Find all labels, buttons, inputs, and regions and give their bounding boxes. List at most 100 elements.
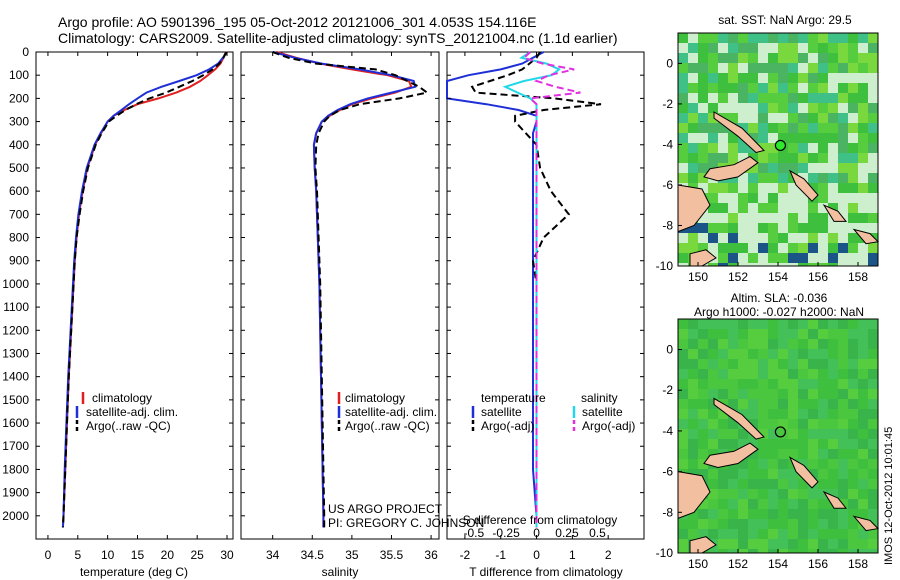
map-cell [788, 369, 798, 379]
map-cell [798, 419, 808, 429]
map-cell [778, 133, 788, 143]
map-cell [858, 479, 868, 489]
map-cell [738, 223, 748, 233]
map-cell [688, 123, 698, 133]
map-cell [688, 409, 698, 419]
map-cell [848, 459, 858, 469]
timestamp: IMOS 12-Oct-2012 10:01:45 [883, 427, 895, 565]
map-cell [818, 53, 828, 63]
legend-title-salinity: salinity [581, 391, 618, 405]
x-tick-label: 5 [74, 548, 81, 562]
map-cell [808, 549, 818, 553]
map-cell [718, 419, 728, 429]
map-cell [728, 489, 738, 499]
map-cell [848, 233, 858, 243]
map-cell [698, 399, 708, 409]
land-mass [703, 442, 759, 469]
map-cell [698, 243, 708, 253]
map-cell [698, 439, 708, 449]
map-cell [788, 43, 798, 53]
land-mass [713, 111, 765, 154]
legend-label-argo: Argo(..raw -QC) [86, 419, 171, 433]
map-cell [788, 103, 798, 113]
map-cell [828, 143, 838, 153]
map-cell [768, 113, 778, 123]
map-cell [828, 429, 838, 439]
map-cell [848, 499, 858, 509]
map-cell [828, 549, 838, 553]
map-cell [718, 133, 728, 143]
map-cell [728, 549, 738, 553]
secondary-tick-label: 0 [533, 526, 540, 540]
map-cell [718, 143, 728, 153]
map-cell [778, 359, 788, 369]
map-cell [738, 529, 748, 539]
map-cell [728, 73, 738, 83]
map-cell [718, 103, 728, 113]
map-cell [788, 529, 798, 539]
map-cell [728, 253, 738, 263]
map-cell [828, 489, 838, 499]
map-cell [828, 73, 838, 83]
map-cell [838, 153, 848, 163]
map-cell [778, 469, 788, 479]
map-cell [708, 419, 718, 429]
map-cell [848, 509, 858, 519]
map-cell [828, 369, 838, 379]
map-cell [728, 153, 738, 163]
map-cell [728, 369, 738, 379]
map-cell [708, 83, 718, 93]
map-cell [698, 73, 708, 83]
map-cell [688, 93, 698, 103]
map-cell [798, 449, 808, 459]
map-cell [678, 329, 688, 339]
map-cell [738, 193, 748, 203]
map-cell [818, 539, 828, 549]
map-cell [798, 193, 808, 203]
map-cell [778, 123, 788, 133]
map-cell [798, 399, 808, 409]
map-cell [768, 399, 778, 409]
map-cell [708, 73, 718, 83]
map-cell [698, 133, 708, 143]
map-cell [758, 479, 768, 489]
map-cell [748, 133, 758, 143]
map-cell [808, 419, 818, 429]
map-cell [738, 183, 748, 193]
map-cell [818, 223, 828, 233]
map-cell [778, 459, 788, 469]
map-cell [728, 193, 738, 203]
map-cell [718, 499, 728, 509]
map-cell [758, 203, 768, 213]
map-cell [868, 153, 878, 163]
map-cell [848, 379, 858, 389]
map-cell [748, 409, 758, 419]
map-cell [738, 519, 748, 529]
map-cell [738, 113, 748, 123]
map-cell [728, 223, 738, 233]
map-cell [808, 153, 818, 163]
map-cell [698, 359, 708, 369]
map-cell [708, 339, 718, 349]
map-cell [818, 459, 828, 469]
map-cell [858, 203, 868, 213]
map-cell [678, 449, 688, 459]
map-cell [778, 479, 788, 489]
map-cell [768, 449, 778, 459]
map-cell [758, 73, 768, 83]
map-cell [748, 73, 758, 83]
diff-secondary-xlabel: S difference from climatology [463, 513, 618, 527]
legend-label-s-satellite: satellite [582, 405, 623, 419]
map-cell [848, 369, 858, 379]
x-tick-label: 34.5 [301, 548, 325, 562]
map-cell [698, 319, 708, 329]
map-cell [758, 429, 768, 439]
map-cell [698, 83, 708, 93]
map-cell [758, 519, 768, 529]
map-cell [838, 479, 848, 489]
map-cell [698, 183, 708, 193]
map-cell [738, 143, 748, 153]
map-cell [798, 319, 808, 329]
map-cell [768, 93, 778, 103]
map-cell [838, 103, 848, 113]
